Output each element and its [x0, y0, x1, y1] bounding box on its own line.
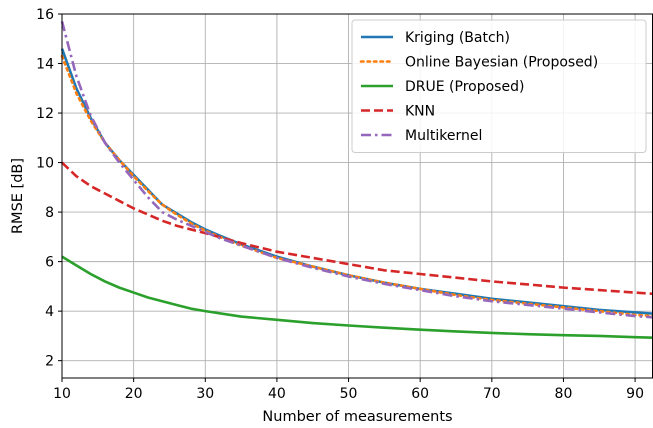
legend-label: Kriging (Batch)	[405, 30, 510, 46]
x-tick-label: 30	[196, 386, 214, 402]
x-axis-ticks: 10 20 30 40 50 60 70 80 90	[53, 378, 644, 402]
x-tick-label: 60	[411, 386, 429, 402]
legend-label: Online Bayesian (Proposed)	[405, 55, 598, 71]
x-tick-label: 20	[125, 386, 143, 402]
x-tick-label: 40	[268, 386, 286, 402]
legend-box	[351, 19, 647, 153]
y-tick-label: 14	[36, 57, 54, 73]
legend-label: KNN	[405, 104, 435, 120]
y-tick-label: 12	[36, 106, 54, 122]
y-tick-label: 16	[36, 7, 54, 23]
y-tick-label: 8	[45, 205, 54, 221]
x-tick-label: 70	[483, 386, 501, 402]
y-tick-label: 6	[45, 255, 54, 271]
x-axis-label: Number of measurements	[262, 409, 452, 425]
legend: Kriging (Batch) Online Bayesian (Proposed…	[351, 19, 647, 153]
x-tick-label: 50	[340, 386, 358, 402]
legend-label: DRUE (Proposed)	[405, 79, 524, 95]
series-line-3	[61, 255, 653, 339]
y-axis-label: RMSE [dB]	[10, 158, 26, 234]
y-axis-ticks: 2 4 6 8 10 12 14 16	[36, 7, 62, 370]
y-tick-label: 2	[45, 354, 54, 370]
y-tick-label: 4	[45, 304, 54, 320]
y-tick-label: 10	[36, 156, 54, 172]
x-tick-label: 80	[555, 386, 573, 402]
x-tick-label: 90	[626, 386, 644, 402]
series-line-5	[60, 21, 653, 319]
series-line-4	[61, 161, 653, 296]
series-layer	[60, 21, 653, 339]
series-line-2	[60, 54, 653, 318]
x-tick-label: 10	[53, 386, 71, 402]
legend-label: Multikernel	[405, 128, 482, 144]
